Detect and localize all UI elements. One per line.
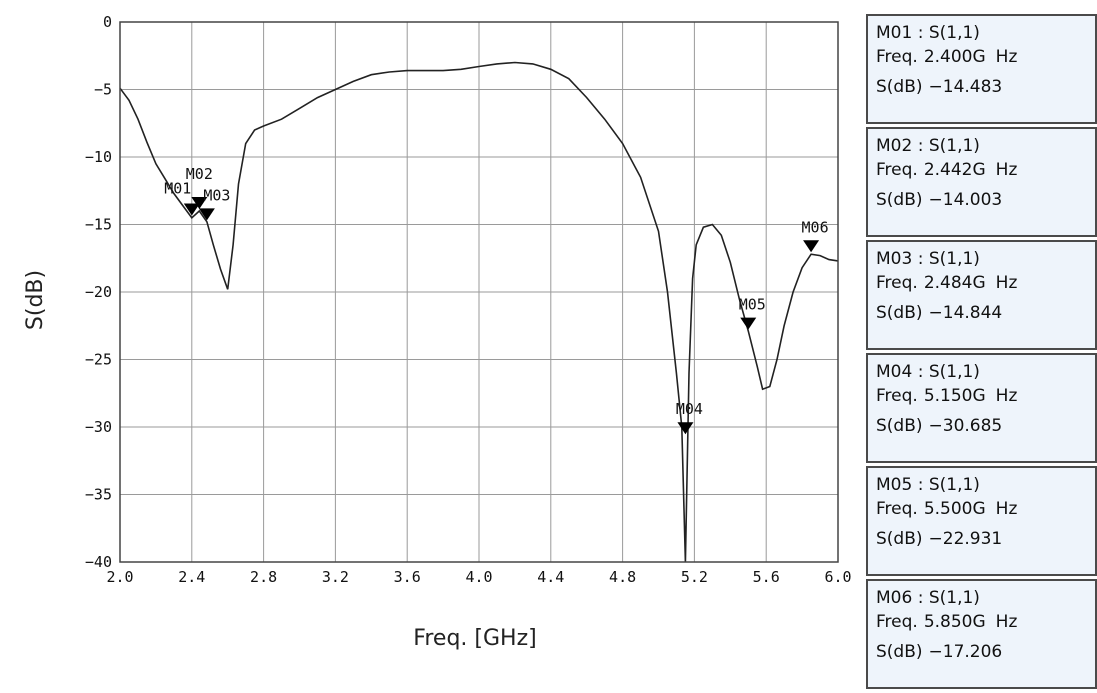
y-tick-label: −30 — [85, 418, 112, 436]
marker-freq-unit: Hz — [995, 160, 1018, 180]
marker-sdb-value: −30.685 — [928, 416, 1003, 436]
marker-readout-6: M06 : S(1,1) Freq. 5.850G Hz S(dB) −17.206 — [866, 579, 1097, 689]
y-axis-label: S(dB) — [23, 270, 48, 330]
marker-triangle — [740, 317, 757, 330]
marker-sdb-value: −14.003 — [928, 190, 1003, 210]
x-tick-labels: 2.0 2.4 2.8 3.2 3.6 4.0 4.4 4.8 5.2 5.6 6.0 — [106, 568, 851, 586]
marker-triangle — [198, 208, 215, 221]
marker-title: M06 : S(1,1) — [876, 588, 980, 608]
marker-readout-2: M02 : S(1,1) Freq. 2.442G Hz S(dB) −14.003 — [866, 127, 1097, 237]
x-tick-label: 2.8 — [250, 568, 277, 586]
marker-freq-row: Freq. 2.484G Hz — [876, 271, 1087, 295]
marker-sdb-value: −22.931 — [928, 529, 1003, 549]
x-tick-label: 6.0 — [824, 568, 851, 586]
y-tick-label: 0 — [103, 13, 112, 31]
marker-readout-5: M05 : S(1,1) Freq. 5.500G Hz S(dB) −22.931 — [866, 466, 1097, 576]
x-tick-label: 4.4 — [537, 568, 564, 586]
marker-readout-3: M03 : S(1,1) Freq. 2.484G Hz S(dB) −14.844 — [866, 240, 1097, 350]
marker-label: M03 — [203, 186, 230, 204]
plot-frame — [119, 21, 839, 563]
marker-freq-label: Freq. — [876, 386, 918, 406]
y-tick-label: −15 — [85, 216, 112, 234]
marker-freq-row: Freq. 5.150G Hz — [876, 384, 1087, 408]
marker-freq-unit: Hz — [995, 499, 1018, 519]
marker-freq-value: 5.850G — [923, 612, 986, 632]
marker-freq-row: Freq. 2.400G Hz — [876, 45, 1087, 69]
marker-freq-label: Freq. — [876, 47, 918, 67]
marker-freq-unit: Hz — [995, 386, 1018, 406]
marker-sdb-row: S(dB) −17.206 — [876, 640, 1087, 664]
y-tick-labels: 0 −5 −10 −15 −20 −25 −30 −35 −40 — [85, 13, 112, 571]
marker-triangle — [183, 203, 200, 216]
marker-sdb-row: S(dB) −22.931 — [876, 527, 1087, 551]
y-tick-label: −40 — [85, 553, 112, 571]
marker-label: M02 — [186, 165, 213, 183]
x-axis-label: Freq. [GHz] — [413, 626, 536, 651]
x-tick-label: 4.0 — [465, 568, 492, 586]
x-tick-label: 2.0 — [106, 568, 133, 586]
marker-sdb-label: S(dB) — [876, 416, 923, 436]
marker-sdb-value: −14.844 — [928, 303, 1003, 323]
x-tick-label: 4.8 — [609, 568, 636, 586]
marker-sdb-row: S(dB) −30.685 — [876, 414, 1087, 438]
marker-freq-row: Freq. 5.500G Hz — [876, 497, 1087, 521]
marker-readout-4: M04 : S(1,1) Freq. 5.150G Hz S(dB) −30.685 — [866, 353, 1097, 463]
marker-freq-unit: Hz — [995, 273, 1018, 293]
marker-panel: M01 : S(1,1) Freq. 2.400G Hz S(dB) −14.483 M02… — [866, 14, 1097, 692]
marker-label: M06 — [802, 218, 829, 236]
x-tick-label: 5.6 — [753, 568, 780, 586]
marker-sdb-row: S(dB) −14.844 — [876, 301, 1087, 325]
s11-chart: 2.0 2.4 2.8 3.2 3.6 4.0 4.4 4.8 5.2 5.6 6.0 0 −5 −10… — [23, 13, 852, 651]
marker-freq-value: 5.150G — [923, 386, 986, 406]
marker-freq-label: Freq. — [876, 499, 918, 519]
marker-title: M05 : S(1,1) — [876, 475, 980, 495]
marker-freq-row: Freq. 5.850G Hz — [876, 610, 1087, 634]
marker-sdb-row: S(dB) −14.003 — [876, 188, 1087, 212]
marker-label: M01 — [164, 180, 191, 198]
y-tick-label: −10 — [85, 148, 112, 166]
y-tick-label: −35 — [85, 486, 112, 504]
marker-sdb-label: S(dB) — [876, 303, 923, 323]
marker-freq-value: 2.442G — [923, 160, 986, 180]
marker-title: M04 : S(1,1) — [876, 362, 980, 382]
marker-freq-value: 2.484G — [923, 273, 986, 293]
grid-lines — [120, 22, 838, 562]
x-tick-label: 2.4 — [178, 568, 205, 586]
marker-readout-1: M01 : S(1,1) Freq. 2.400G Hz S(dB) −14.483 — [866, 14, 1097, 124]
marker-sdb-row: S(dB) −14.483 — [876, 75, 1087, 99]
marker-freq-label: Freq. — [876, 160, 918, 180]
marker-freq-label: Freq. — [876, 612, 918, 632]
x-tick-label: 3.6 — [394, 568, 421, 586]
marker-triangle — [677, 422, 694, 435]
marker-title: M01 : S(1,1) — [876, 23, 980, 43]
marker-label: M05 — [739, 296, 766, 314]
marker-title: M02 : S(1,1) — [876, 136, 980, 156]
marker-freq-value: 2.400G — [923, 47, 986, 67]
marker-triangle — [803, 240, 820, 253]
marker-sdb-label: S(dB) — [876, 190, 923, 210]
x-tick-label: 3.2 — [322, 568, 349, 586]
y-tick-label: −20 — [85, 283, 112, 301]
marker-sdb-label: S(dB) — [876, 77, 923, 97]
marker-sdb-label: S(dB) — [876, 529, 923, 549]
marker-triangle — [191, 197, 208, 210]
marker-label: M04 — [676, 400, 703, 418]
marker-freq-label: Freq. — [876, 273, 918, 293]
marker-freq-value: 5.500G — [923, 499, 986, 519]
marker-title: M03 : S(1,1) — [876, 249, 980, 269]
marker-freq-unit: Hz — [995, 47, 1018, 67]
marker-freq-unit: Hz — [995, 612, 1018, 632]
y-tick-label: −25 — [85, 351, 112, 369]
marker-freq-row: Freq. 2.442G Hz — [876, 158, 1087, 182]
marker-sdb-label: S(dB) — [876, 642, 923, 662]
y-tick-label: −5 — [94, 81, 112, 99]
s11-curve — [119, 61, 839, 563]
marker-sdb-value: −17.206 — [928, 642, 1003, 662]
x-tick-label: 5.2 — [681, 568, 708, 586]
marker-sdb-value: −14.483 — [928, 77, 1003, 97]
